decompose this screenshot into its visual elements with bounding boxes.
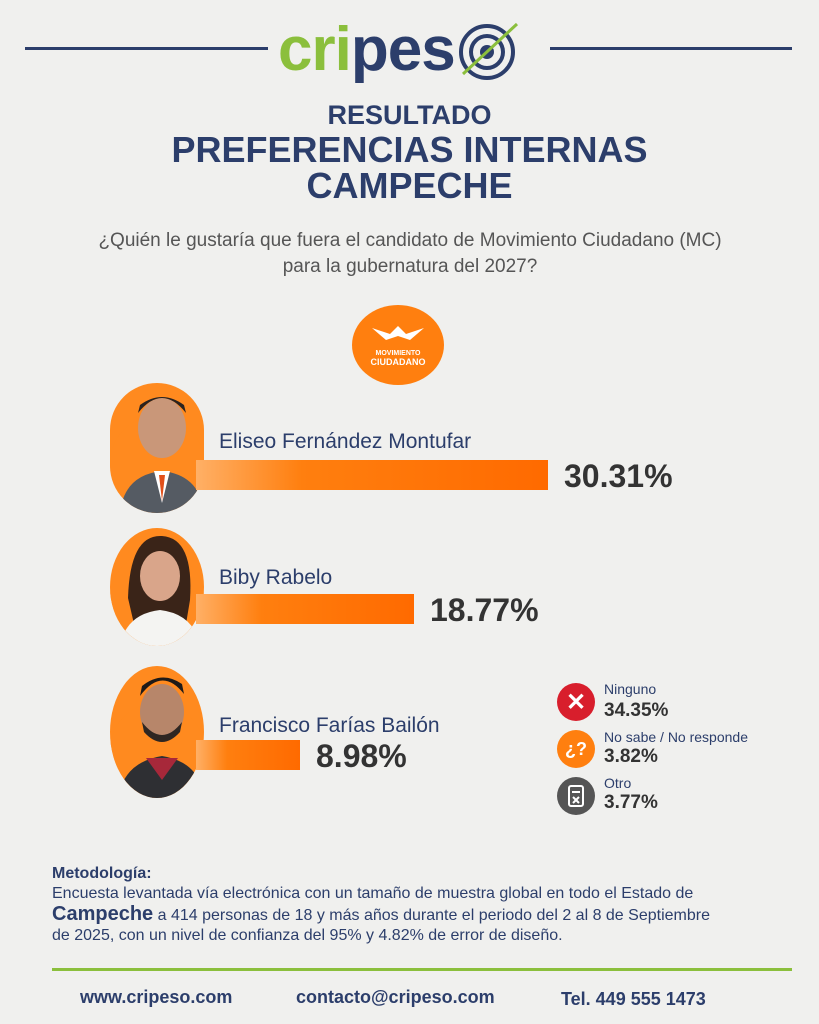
survey-question-line1: ¿Quién le gustaría que fuera el candidat… <box>98 230 722 251</box>
cripeso-logo: cri pes <box>278 14 548 86</box>
page-title-line2: CAMPECHE <box>306 165 513 206</box>
page-kicker: RESULTADO <box>327 100 492 130</box>
bar-biby <box>196 594 414 624</box>
mc-logo-line2: CIUDADANO <box>370 356 426 367</box>
methodology-line2-rest: a 414 personas de 18 y más años durante … <box>153 907 710 924</box>
footer-email-link[interactable]: contacto@cripeso.com <box>296 987 495 1007</box>
other-response-value-2: 3.82% <box>604 746 658 767</box>
x-icon: ✕ <box>557 683 595 721</box>
movimiento-ciudadano-logo: MOVIMIENTO CIUDADANO <box>352 305 444 385</box>
candidate-photo-biby <box>110 528 204 646</box>
page-title-line1: PREFERENCIAS INTERNAS <box>171 129 648 170</box>
methodology-heading: Metodología: <box>52 865 152 882</box>
eagle-icon <box>372 325 424 340</box>
value-label-biby: 18.77% <box>430 592 539 628</box>
value-label-francisco: 8.98% <box>316 738 407 774</box>
header-rule-right <box>550 47 792 50</box>
header-rule-left <box>25 47 268 50</box>
methodology-line3: de 2025, con un nivel de confianza del 9… <box>52 927 563 944</box>
question-icon: ¿? <box>557 730 595 768</box>
other-response-label-2: No sabe / No responde <box>604 729 748 745</box>
footer-divider <box>52 968 792 971</box>
target-icon <box>458 22 518 80</box>
candidate-photo-eliseo <box>110 383 204 513</box>
candidate-photo-francisco <box>110 666 204 798</box>
methodology-line2: Campeche a 414 personas de 18 y más años… <box>52 904 782 926</box>
other-response-value-1: 34.35% <box>604 700 669 721</box>
value-label-eliseo: 30.31% <box>564 458 673 494</box>
logo-text-pes: pes <box>350 15 456 84</box>
footer-phone: Tel. 449 555 1473 <box>561 989 706 1009</box>
bar-francisco <box>196 740 300 770</box>
candidate-name-2: Biby Rabelo <box>219 566 333 589</box>
footer-website-link[interactable]: www.cripeso.com <box>80 987 233 1007</box>
candidate-name-1: Eliseo Fernández Montufar <box>219 430 472 453</box>
other-response-label-1: Ninguno <box>604 681 657 697</box>
methodology-line1: Encuesta levantada vía electrónica con u… <box>52 885 694 902</box>
ballot-icon <box>557 777 595 815</box>
survey-question: ¿Quién le gustaría que fuera el candidat… <box>60 228 760 280</box>
survey-question-line2: para la gubernatura del 2027? <box>282 256 538 277</box>
bar-eliseo <box>196 460 548 490</box>
methodology-bold-word: Campeche <box>52 903 154 925</box>
mc-logo-line1: MOVIMIENTO <box>375 349 421 357</box>
methodology-block: Metodología: Encuesta levantada vía elec… <box>52 864 782 946</box>
logo-text-cri: cri <box>278 15 352 84</box>
candidate-name-3: Francisco Farías Bailón <box>219 714 440 737</box>
other-response-value-3: 3.77% <box>604 792 658 813</box>
other-response-label-3: Otro <box>604 775 632 791</box>
